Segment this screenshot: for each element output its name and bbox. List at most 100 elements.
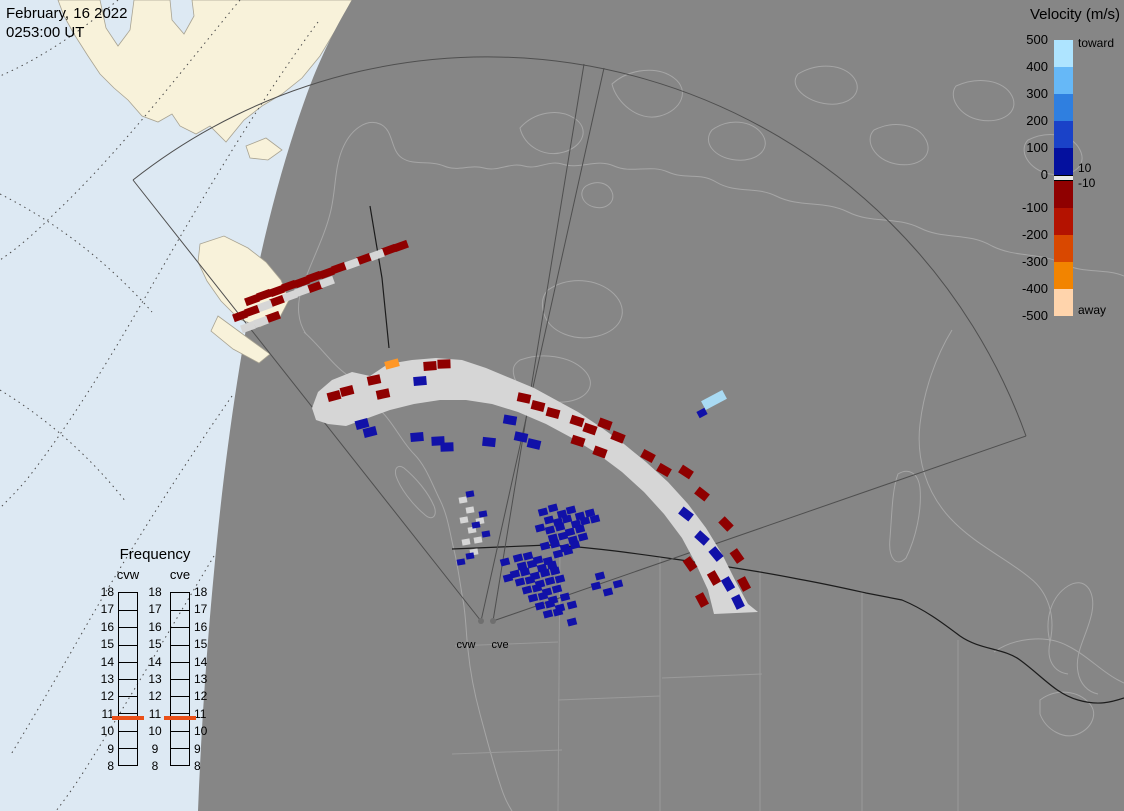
velocity-cell-navy [584, 508, 596, 518]
velocity-cell-navy [694, 530, 710, 546]
velocity-cell-navy [526, 438, 542, 450]
velocity-cell-red [265, 310, 281, 324]
frequency-tick-label: 8 [194, 759, 201, 773]
velocity-cell-red [244, 293, 260, 307]
coastline [952, 80, 1015, 122]
velocity-cell-navy [516, 561, 528, 571]
velocity-cell-navy [559, 592, 571, 602]
frequency-tick-label: 11 [194, 706, 207, 721]
velocity-cell-navy [562, 546, 574, 556]
velocity-cell-red [437, 359, 451, 369]
graticule-line [0, 193, 153, 313]
coastline [707, 121, 766, 161]
colorbar-segment [1054, 121, 1073, 148]
frequency-ladder-rung [171, 730, 189, 732]
coastline [395, 465, 436, 519]
frequency-ladder-rung [119, 627, 137, 629]
velocity-cell-red [678, 464, 694, 480]
velocity-cell-navy [537, 591, 549, 601]
graticule-line [0, 389, 127, 503]
frequency-marker [112, 716, 144, 721]
velocity-cell-red [570, 434, 586, 448]
velocity-cell-navy [602, 587, 614, 597]
lake-outline [889, 470, 921, 563]
datetime-block: February, 16 2022 0253:00 UT [6, 4, 127, 42]
gs-band-lower-tick: -10 [1078, 176, 1096, 190]
velocity-cell-navy [547, 503, 559, 513]
velocity-cell-red [516, 392, 532, 404]
velocity-tick-label: -200 [1021, 227, 1048, 242]
state-border [454, 641, 559, 647]
velocity-cell-red [366, 374, 382, 386]
frequency-tick-label: 13 [148, 672, 162, 686]
colorbar-segment [1054, 289, 1073, 316]
velocity-cell-red [592, 445, 608, 459]
velocity-cell-navy [519, 567, 531, 577]
velocity-cell-navy [526, 559, 538, 569]
velocity-cell-red [682, 556, 698, 572]
velocity-cell-red [281, 279, 297, 293]
velocity-cell-navy [502, 414, 518, 426]
velocity-cell-red [530, 400, 546, 412]
velocity-cell-navy [531, 583, 543, 593]
coastline [794, 65, 858, 105]
frequency-tick-label: 15 [100, 637, 114, 652]
velocity-cell-navy [731, 594, 745, 610]
colorbar-segment [1054, 181, 1073, 208]
graticule-line [0, 0, 241, 261]
velocity-cell-navy [544, 525, 556, 535]
velocity-cell-navy [612, 579, 624, 589]
velocity-cell-red [393, 239, 409, 253]
velocity-cell-navy [481, 530, 491, 538]
radar-fov-line [492, 435, 1027, 622]
colorbar-segment [1054, 94, 1073, 121]
radar-site-dot [490, 618, 496, 624]
coastline [1047, 582, 1099, 695]
colorbar-segment [1054, 208, 1073, 235]
velocity-tick-label: 200 [1026, 113, 1048, 128]
frequency-tick-label: 10 [100, 724, 114, 739]
velocity-tick-label: 400 [1026, 59, 1048, 74]
velocity-cell-red [307, 280, 323, 294]
velocity-cell-gs [253, 315, 269, 329]
velocity-cell-navy [696, 407, 708, 419]
velocity-cell-red [232, 309, 248, 323]
velocity-cell-navy [362, 426, 378, 438]
velocity-cell-red [381, 243, 397, 257]
velocity-cell-gs [282, 289, 298, 303]
velocity-cell-gs [319, 275, 335, 289]
state-border [451, 749, 563, 755]
frequency-tick-label: 16 [194, 619, 208, 634]
frequency-tick-label: 10 [194, 724, 208, 739]
velocity-cell-navy [720, 576, 736, 592]
velocity-cell-navy [549, 566, 561, 576]
velocity-tick-label: -500 [1021, 308, 1048, 323]
frequency-tick-label: 11 [148, 706, 162, 721]
frequency-ladder-rung [119, 661, 137, 663]
frequency-tick-label: 8 [151, 759, 159, 773]
velocity-cell-gs [240, 320, 256, 334]
velocity-cell-navy [554, 522, 566, 532]
frequency-ladder-rung [119, 679, 137, 680]
radar-fov-line [492, 63, 585, 622]
velocity-cell-gs [461, 538, 471, 546]
velocity-cell-red [326, 389, 342, 403]
frequency-tick-label: 10 [148, 724, 162, 739]
velocity-cell-red [597, 417, 613, 431]
frequency-ladder [170, 592, 190, 766]
velocity-cell-red [256, 288, 272, 302]
velocity-cell-navy [502, 573, 514, 583]
frequency-tick-label: 9 [151, 741, 159, 756]
velocity-cell-red [375, 388, 391, 400]
radar-fov-arc [132, 56, 1027, 437]
velocity-cell-red [718, 516, 734, 532]
velocity-cell-gs [344, 257, 360, 271]
frequency-tick-label: 18 [194, 585, 208, 599]
frequency-ladder-rung [171, 713, 189, 715]
velocity-cell-red [294, 275, 310, 289]
velocity-cell-navy [534, 601, 546, 611]
velocity-cell-navy [512, 553, 524, 563]
velocity-cell-navy [521, 585, 533, 595]
